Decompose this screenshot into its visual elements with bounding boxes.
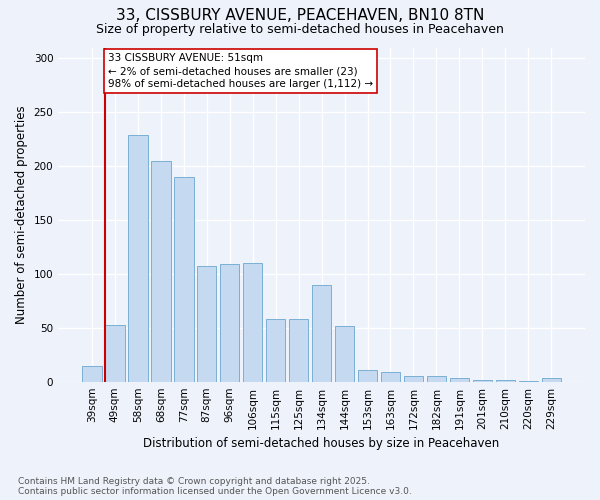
Bar — [496, 380, 515, 382]
Text: Size of property relative to semi-detached houses in Peacehaven: Size of property relative to semi-detach… — [96, 22, 504, 36]
Bar — [358, 370, 377, 382]
Y-axis label: Number of semi-detached properties: Number of semi-detached properties — [15, 106, 28, 324]
Bar — [473, 380, 492, 382]
Bar — [312, 284, 331, 382]
Text: 33, CISSBURY AVENUE, PEACEHAVEN, BN10 8TN: 33, CISSBURY AVENUE, PEACEHAVEN, BN10 8T… — [116, 8, 484, 22]
Bar — [82, 366, 101, 382]
Text: 33 CISSBURY AVENUE: 51sqm
← 2% of semi-detached houses are smaller (23)
98% of s: 33 CISSBURY AVENUE: 51sqm ← 2% of semi-d… — [108, 53, 373, 90]
Bar — [449, 378, 469, 382]
Bar — [128, 135, 148, 382]
Bar — [289, 319, 308, 382]
Bar — [381, 372, 400, 382]
Bar — [542, 378, 561, 382]
Bar — [174, 177, 194, 382]
Bar — [220, 264, 239, 382]
Bar — [404, 376, 423, 382]
Bar — [105, 324, 125, 382]
Text: Contains HM Land Registry data © Crown copyright and database right 2025.
Contai: Contains HM Land Registry data © Crown c… — [18, 476, 412, 496]
X-axis label: Distribution of semi-detached houses by size in Peacehaven: Distribution of semi-detached houses by … — [143, 437, 500, 450]
Bar — [266, 319, 286, 382]
Bar — [335, 326, 355, 382]
Bar — [518, 380, 538, 382]
Bar — [427, 376, 446, 382]
Bar — [197, 266, 217, 382]
Bar — [243, 263, 262, 382]
Bar — [151, 160, 170, 382]
